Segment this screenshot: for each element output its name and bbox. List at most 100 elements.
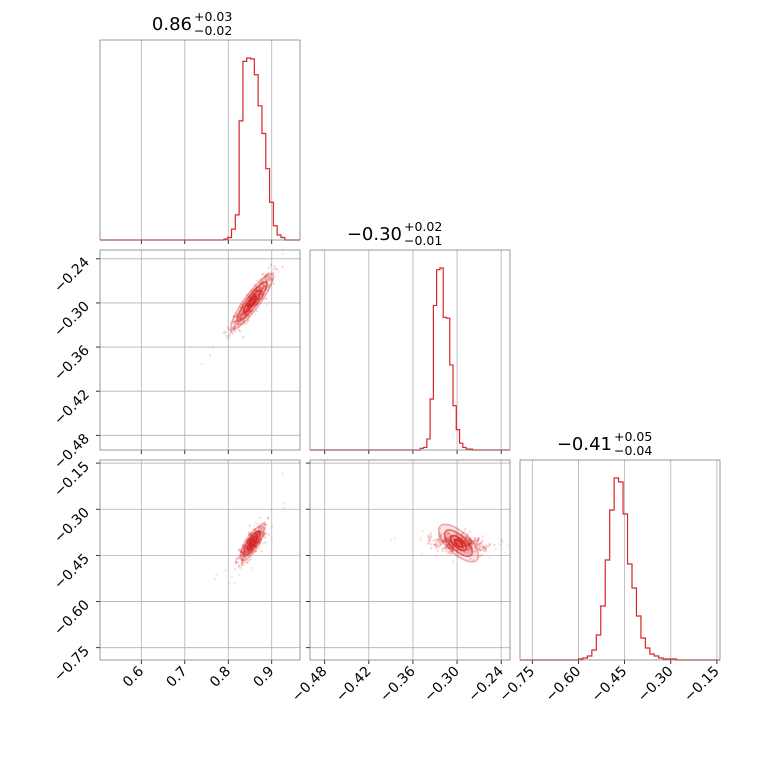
sample-point <box>231 326 234 330</box>
sample-point <box>211 346 215 349</box>
sample-point <box>441 542 445 545</box>
sample-point <box>243 320 246 323</box>
sample-point <box>260 549 264 553</box>
sample-point <box>259 516 262 519</box>
sample-point <box>238 329 242 333</box>
sample-point <box>488 556 491 560</box>
sample-point <box>471 540 474 543</box>
sample-point <box>479 545 482 549</box>
sample-point <box>466 544 470 547</box>
sample-point <box>478 542 482 546</box>
sample-point <box>469 541 472 544</box>
sample-point <box>243 313 247 316</box>
sample-point <box>427 538 431 541</box>
sample-point <box>228 334 231 338</box>
sample-point <box>239 315 242 318</box>
sample-point <box>464 552 467 555</box>
sample-point <box>419 536 423 540</box>
sample-point <box>263 275 266 279</box>
sample-point <box>262 523 266 526</box>
sample-point <box>446 535 450 539</box>
sample-point <box>445 543 448 546</box>
sample-point <box>266 517 270 520</box>
sample-point <box>264 297 267 301</box>
sample-point <box>237 322 240 325</box>
sample-point <box>467 535 470 538</box>
sample-point <box>482 546 485 549</box>
sample-point <box>246 550 250 553</box>
sample-point <box>241 558 244 561</box>
sample-point <box>240 559 244 562</box>
sample-point <box>446 536 450 540</box>
sample-point <box>464 540 467 544</box>
sample-point <box>478 547 482 551</box>
density-contour <box>236 281 268 322</box>
x-tick-label: −0.48 <box>289 664 331 706</box>
sample-point <box>469 541 473 545</box>
sample-point <box>269 278 272 281</box>
sample-point <box>267 516 270 520</box>
sample-point <box>475 545 479 548</box>
sample-point <box>244 549 248 553</box>
sample-point <box>469 538 472 541</box>
sample-point <box>440 541 443 545</box>
sample-point <box>478 549 482 552</box>
sample-point <box>235 321 239 324</box>
sample-point <box>265 279 268 282</box>
sample-point <box>224 330 227 334</box>
sample-point <box>264 531 267 534</box>
sample-point <box>224 569 227 572</box>
sample-point <box>447 532 450 536</box>
sample-point <box>474 544 477 547</box>
sample-point <box>486 545 490 548</box>
sample-point <box>272 267 275 271</box>
sample-point <box>261 534 265 537</box>
sample-point <box>481 553 484 557</box>
sample-point <box>439 538 442 541</box>
sample-point <box>263 284 266 288</box>
sample-point <box>494 547 498 551</box>
sample-point <box>209 354 212 357</box>
sample-point <box>243 539 246 542</box>
sample-point <box>242 321 246 324</box>
sample-point <box>447 546 451 550</box>
sample-point <box>240 313 243 316</box>
sample-point <box>238 556 241 560</box>
sample-point <box>236 561 240 564</box>
sample-point <box>264 541 267 544</box>
sample-point <box>493 544 496 547</box>
sample-point <box>240 557 243 561</box>
sample-point <box>232 314 235 318</box>
sample-point <box>442 546 446 550</box>
panel-border <box>99 39 301 241</box>
sample-point <box>226 326 230 329</box>
sample-point <box>260 287 263 290</box>
panel-border <box>99 459 301 661</box>
sample-point <box>469 539 472 542</box>
sample-point <box>254 313 257 316</box>
sample-point <box>470 539 473 542</box>
sample-point <box>237 318 241 321</box>
sample-point <box>263 520 266 524</box>
sample-point <box>468 551 471 554</box>
sample-point <box>438 536 442 539</box>
sample-point <box>238 567 242 570</box>
sample-point <box>261 286 265 289</box>
sample-point <box>240 315 243 318</box>
sample-point <box>473 539 476 543</box>
y-tick-label: −0.30 <box>51 505 93 547</box>
sample-point <box>281 265 284 269</box>
sample-point <box>248 532 251 535</box>
sample-point <box>258 542 261 545</box>
sample-point <box>438 541 441 544</box>
sample-point <box>239 312 242 316</box>
sample-point <box>272 271 275 274</box>
sample-point <box>232 328 236 332</box>
histogram-series <box>520 477 720 661</box>
sample-point <box>254 550 257 553</box>
sample-point <box>237 323 240 326</box>
sample-point <box>231 321 234 324</box>
sample-point <box>390 538 393 541</box>
sample-point <box>478 545 482 548</box>
sample-point <box>488 542 492 546</box>
